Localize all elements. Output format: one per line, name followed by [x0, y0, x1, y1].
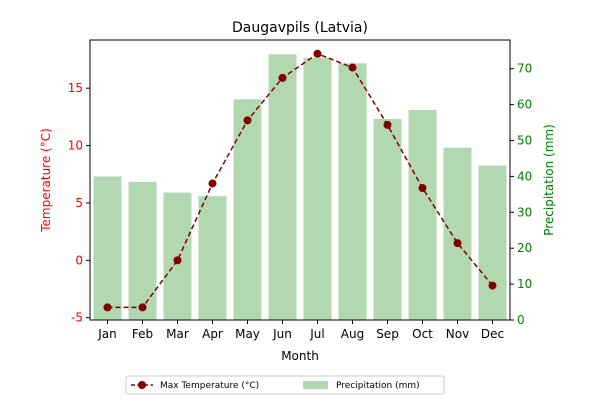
right-y-tick-label: 0	[517, 313, 525, 327]
x-tick-label: Dec	[481, 327, 504, 341]
temperature-point-nov	[453, 239, 462, 248]
temperature-point-oct	[418, 184, 427, 193]
right-y-tick-label: 60	[517, 98, 532, 112]
left-y-tick-label: 5	[75, 196, 83, 210]
precipitation-bar-nov	[443, 147, 472, 320]
precipitation-bar-apr	[198, 196, 227, 320]
x-tick-label: Apr	[202, 327, 223, 341]
x-tick-label: Nov	[446, 327, 469, 341]
temperature-point-sep	[383, 120, 392, 129]
x-tick-label: May	[235, 327, 260, 341]
precipitation-bar-jun	[268, 54, 297, 321]
precipitation-bar-jan	[93, 176, 122, 320]
right-y-tick-label: 10	[517, 277, 532, 291]
legend-frame	[125, 375, 445, 395]
precipitation-bar-feb	[128, 181, 157, 320]
legend-bar-swatch	[303, 381, 328, 389]
precipitation-bar-oct	[408, 110, 437, 320]
temperature-point-mar	[173, 256, 182, 265]
left-y-tick-label: 10	[68, 139, 83, 153]
right-y-tick-label: 30	[517, 205, 532, 219]
x-tick-label: Sep	[376, 327, 399, 341]
chart-title: Daugavpils (Latvia)	[232, 20, 368, 36]
x-tick-label: Aug	[341, 327, 364, 341]
x-tick-label: Jul	[309, 327, 324, 341]
x-tick-label: Jun	[272, 327, 292, 341]
temperature-point-may	[243, 116, 252, 125]
temperature-point-jun	[278, 73, 287, 82]
x-axis-label: Month	[281, 349, 319, 363]
precipitation-bar-jul	[303, 57, 332, 320]
right-y-tick-label: 70	[517, 62, 532, 76]
x-tick-label: Jan	[97, 327, 117, 341]
x-tick-label: Feb	[132, 327, 153, 341]
temperature-point-jul	[313, 49, 322, 58]
legend-line-marker	[138, 381, 146, 389]
legend-label-precipitation: Precipitation (mm)	[336, 381, 420, 391]
left-axis-label: Temperature (°C)	[39, 128, 53, 233]
x-tick-label: Oct	[412, 327, 433, 341]
temperature-point-dec	[488, 281, 497, 290]
right-y-tick-label: 40	[517, 169, 532, 183]
left-y-tick-label: 15	[68, 81, 83, 95]
temperature-line	[107, 52, 494, 309]
precipitation-bar-dec	[478, 165, 507, 320]
temperature-point-aug	[348, 63, 357, 72]
chart-legend: Max Temperature (°C) Precipitation (mm)	[125, 375, 445, 395]
left-y-tick-label: -5	[71, 311, 83, 325]
plot-frame	[89, 39, 511, 321]
right-y-tick-label: 20	[517, 241, 532, 255]
right-axis-label: Precipitation (mm)	[542, 124, 556, 236]
axes-layer: Jan Feb Mar Apr May Jun Jul Aug Sep Oct Nov Dec -5 0 5…	[68, 39, 532, 341]
precipitation-bar-sep	[373, 118, 402, 320]
left-y-tick-label: 0	[75, 253, 83, 267]
right-y-tick-label: 50	[517, 134, 532, 148]
precipitation-bar-aug	[338, 63, 367, 320]
precipitation-bar-mar	[163, 192, 192, 320]
legend-label-temperature: Max Temperature (°C)	[160, 381, 259, 391]
x-tick-label: Mar	[166, 327, 189, 341]
precipitation-bars	[93, 54, 507, 321]
temperature-point-jan	[103, 303, 112, 312]
temperature-line-layer	[103, 49, 497, 312]
precipitation-bar-may	[233, 99, 262, 320]
temperature-point-apr	[208, 179, 217, 188]
temperature-point-feb	[138, 303, 147, 312]
